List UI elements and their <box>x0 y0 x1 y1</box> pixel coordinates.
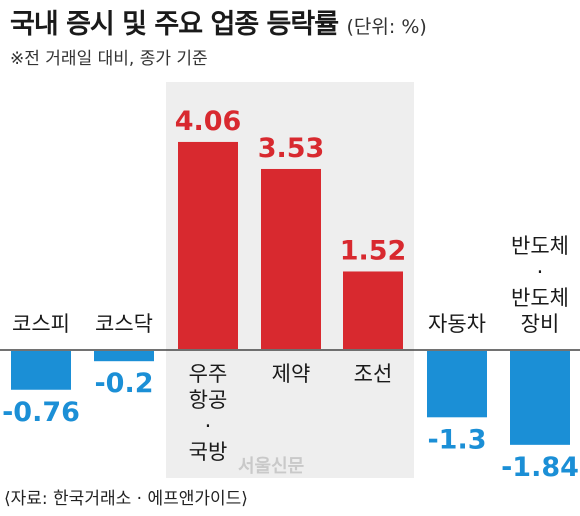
category-label-2-1: 항공 <box>189 388 228 412</box>
bar-2 <box>178 141 238 349</box>
value-label-4: 1.52 <box>340 235 407 266</box>
value-label-5: -1.3 <box>427 424 486 455</box>
value-label-6: -1.84 <box>501 452 579 483</box>
watermark: 서울신문 <box>238 456 305 477</box>
category-label-6-0: 반도체 <box>511 234 569 258</box>
title-text: 국내 증시 및 주요 업종 등락률 <box>10 9 339 40</box>
category-label-5-0: 자동차 <box>428 312 486 336</box>
category-label-2-0: 우주 <box>189 362 228 386</box>
category-label-2-2: · <box>205 414 212 438</box>
category-label-2-3: 국방 <box>189 440 228 464</box>
category-label-3-0: 제약 <box>272 362 311 386</box>
category-label-6-2: 반도체 <box>511 286 569 310</box>
category-label-6-3: 장비 <box>521 312 560 336</box>
bar-0 <box>11 351 71 390</box>
source-note: ⟨자료: 한국거래소 · 에프앤가이드⟩ <box>4 489 248 509</box>
category-label-6-1: · <box>537 260 544 284</box>
value-label-1: -0.2 <box>94 368 153 399</box>
chart-note: ※전 거래일 대비, 종가 기준 <box>10 49 208 69</box>
value-label-2: 4.06 <box>175 106 242 137</box>
chart-title: 국내 증시 및 주요 업종 등락률 (단위: %) <box>10 2 427 41</box>
unit-label: (단위: %) <box>346 16 427 38</box>
category-label-1-0: 코스닥 <box>95 312 153 336</box>
bar-3 <box>261 168 321 349</box>
category-label-0-0: 코스피 <box>12 312 70 336</box>
value-label-3: 3.53 <box>258 133 325 164</box>
bar-6 <box>510 351 570 445</box>
value-label-0: -0.76 <box>2 397 80 428</box>
bar-4 <box>343 271 403 349</box>
bar-1 <box>94 351 154 362</box>
category-label-4-0: 조선 <box>354 362 393 386</box>
bar-5 <box>427 351 487 418</box>
